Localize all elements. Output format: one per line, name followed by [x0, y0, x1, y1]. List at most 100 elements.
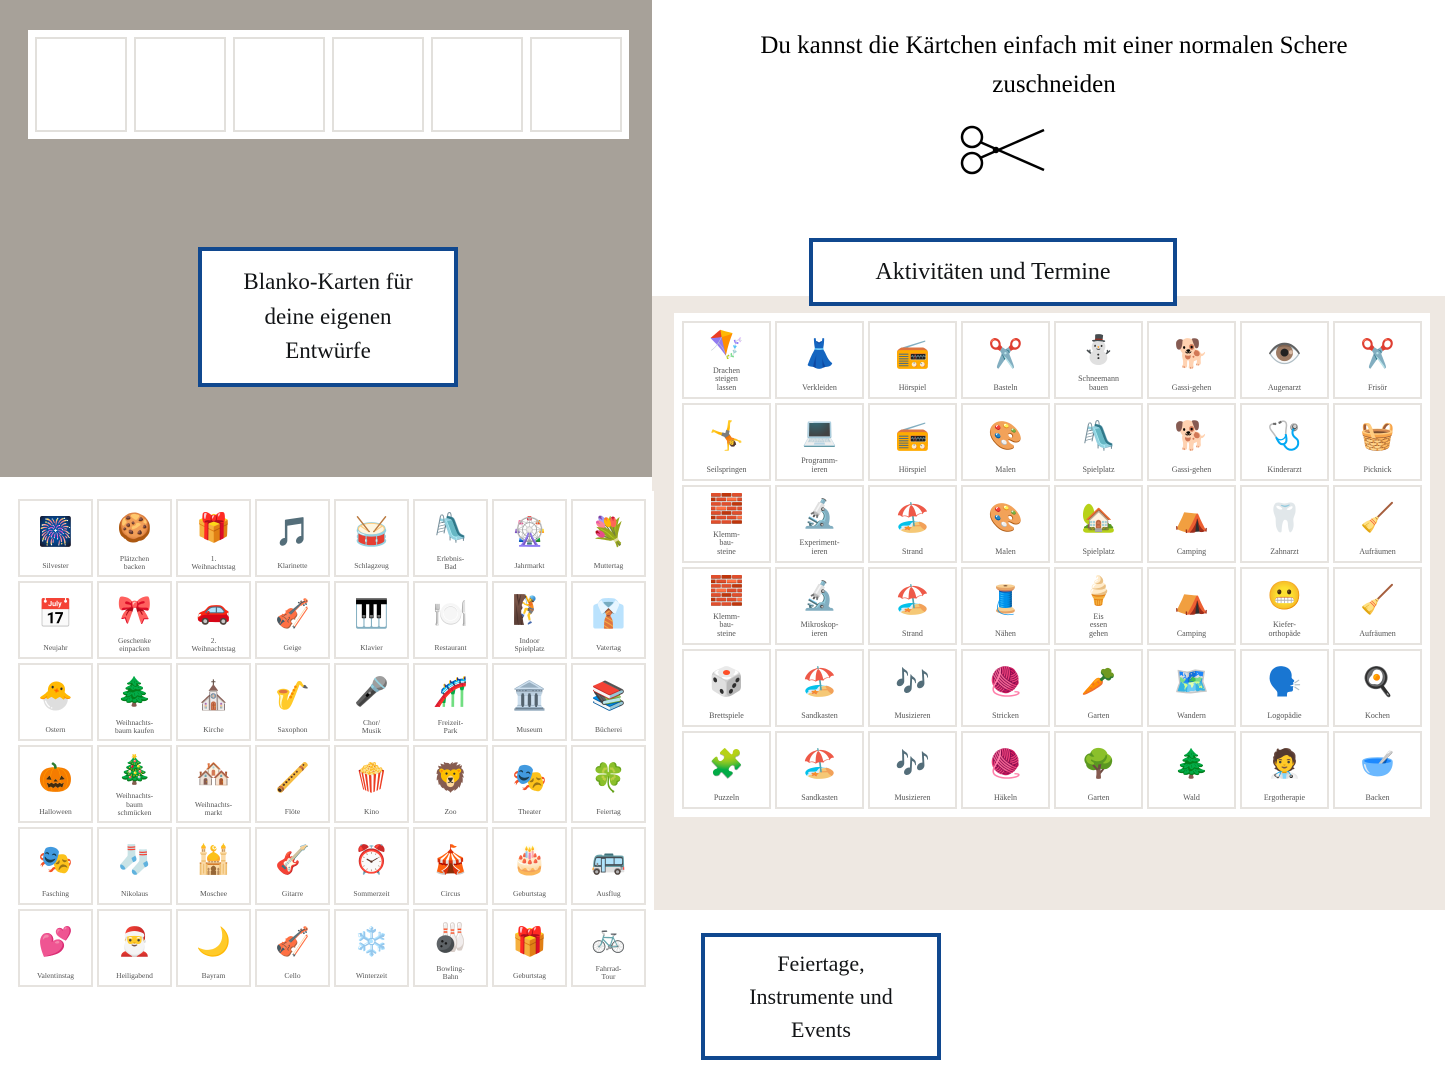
card-icon: 🛝: [417, 504, 484, 555]
card-icon: 🎭: [496, 750, 563, 808]
activity-card: 🎅Heiligabend: [97, 909, 172, 987]
card-label: Feiertag: [596, 808, 621, 817]
activity-card: 📚Bücherei: [571, 663, 646, 741]
card-label: Bayram: [202, 972, 226, 981]
blank-card: [431, 37, 523, 132]
card-label: Mikroskop- ieren: [801, 621, 839, 639]
blanko-label-box: Blanko-Karten für deine eigenen Entwürfe: [198, 247, 458, 387]
activity-card: 🎳Bowling- Bahn: [413, 909, 488, 987]
card-icon: 🛝: [1058, 408, 1139, 466]
activity-card: ⏰Sommerzeit: [334, 827, 409, 905]
card-icon: 🕌: [180, 832, 247, 890]
activity-card: ⛪Kirche: [176, 663, 251, 741]
activity-card: 🏖️Sandkasten: [775, 649, 864, 727]
card-label: Kirche: [203, 726, 223, 735]
top-left-panel: [0, 0, 652, 477]
activity-card: 📻Hörspiel: [868, 321, 957, 399]
card-label: Backen: [1366, 794, 1390, 803]
card-label: Halloween: [39, 808, 72, 817]
card-label: Cello: [284, 972, 300, 981]
activity-card: 🎲Brettspiele: [682, 649, 771, 727]
card-icon: 😬: [1244, 572, 1325, 621]
card-label: Weihnachts- baum kaufen: [115, 719, 154, 736]
card-label: Muttertag: [594, 562, 624, 571]
activity-card: 🦁Zoo: [413, 745, 488, 823]
activity-card: 🎹Klavier: [334, 581, 409, 659]
card-icon: 🍽️: [417, 586, 484, 644]
card-icon: 🧑‍⚕️: [1244, 736, 1325, 794]
card-icon: 🎃: [22, 750, 89, 808]
card-icon: 🚌: [575, 832, 642, 890]
card-icon: 🔬: [779, 572, 860, 621]
card-icon: 📚: [575, 668, 642, 726]
activity-card: 🛝Spielplatz: [1054, 403, 1143, 481]
activity-card: 🎭Fasching: [18, 827, 93, 905]
card-icon: 🪈: [259, 750, 326, 808]
card-label: Plätzchen backen: [120, 555, 149, 572]
card-icon: 🏡: [1058, 490, 1139, 548]
card-label: Stricken: [992, 712, 1019, 721]
card-icon: 🏖️: [779, 654, 860, 712]
card-label: Neujahr: [43, 644, 67, 653]
card-icon: 🧹: [1337, 572, 1418, 630]
activity-card: 🎶Musizieren: [868, 649, 957, 727]
card-icon: 🩺: [1244, 408, 1325, 466]
activity-card: ⛺Camping: [1147, 485, 1236, 563]
card-icon: ⛪: [180, 668, 247, 726]
card-label: Basteln: [994, 384, 1018, 393]
activity-card: 🏡Spielplatz: [1054, 485, 1143, 563]
activity-card: 💕Valentinstag: [18, 909, 93, 987]
card-label: Eis essen gehen: [1089, 613, 1108, 639]
blank-cards-strip: [28, 30, 629, 139]
card-icon: 🎳: [417, 914, 484, 965]
activity-card: 🧺Picknick: [1333, 403, 1422, 481]
activity-card: 🏛️Museum: [492, 663, 567, 741]
activity-card: ✂️Frisör: [1333, 321, 1422, 399]
card-icon: ✂️: [1337, 326, 1418, 384]
activity-card: 🌲Weihnachts- baum kaufen: [97, 663, 172, 741]
card-icon: 📅: [22, 586, 89, 644]
card-icon: 🍦: [1058, 572, 1139, 613]
activity-card: 💐Muttertag: [571, 499, 646, 577]
card-label: Ostern: [46, 726, 66, 735]
card-label: Bowling- Bahn: [436, 965, 464, 982]
card-icon: 🎁: [496, 914, 563, 972]
card-label: Sandkasten: [801, 712, 837, 721]
card-label: 1. Weihnachtstag: [192, 555, 236, 572]
blank-card: [332, 37, 424, 132]
card-label: Logopädie: [1267, 712, 1301, 721]
card-icon: 🗺️: [1151, 654, 1232, 712]
activity-card: 🎁Geburtstag: [492, 909, 567, 987]
activity-card: 🏖️Strand: [868, 485, 957, 563]
card-icon: 🔬: [779, 490, 860, 539]
card-icon: 🐣: [22, 668, 89, 726]
blanko-label-text: Blanko-Karten für deine eigenen Entwürfe: [243, 269, 412, 363]
activity-card: 🚗2. Weihnachtstag: [176, 581, 251, 659]
card-label: Flöte: [285, 808, 300, 817]
activity-card: 🎨Malen: [961, 485, 1050, 563]
activity-card: 💻Programm- ieren: [775, 403, 864, 481]
card-icon: 🎻: [259, 914, 326, 972]
activity-card: 👁️Augenarzt: [1240, 321, 1329, 399]
card-label: Kino: [364, 808, 379, 817]
feiertage-label-text: Feiertage, Instrumente und Events: [749, 951, 893, 1042]
card-label: Geschenke einpacken: [118, 637, 151, 654]
card-label: Wald: [1183, 794, 1200, 803]
card-icon: ✂️: [965, 326, 1046, 384]
card-label: Heiligabend: [116, 972, 153, 981]
card-label: Nähen: [995, 630, 1016, 639]
activity-card: 🎄Weihnachts- baum schmücken: [97, 745, 172, 823]
activity-card: 🌙Bayram: [176, 909, 251, 987]
activity-card: 🤸Seilspringen: [682, 403, 771, 481]
card-icon: 👗: [779, 326, 860, 384]
card-label: Hörspiel: [899, 466, 927, 475]
card-icon: 🎂: [496, 832, 563, 890]
card-icon: 🧗: [496, 586, 563, 637]
card-icon: 🌳: [1058, 736, 1139, 794]
card-label: Gassi-gehen: [1172, 466, 1212, 475]
card-label: Wandern: [1177, 712, 1206, 721]
card-icon: 🌲: [101, 668, 168, 719]
card-icon: 👔: [575, 586, 642, 644]
card-label: Schlagzeug: [354, 562, 389, 571]
activity-card: 🍳Kochen: [1333, 649, 1422, 727]
